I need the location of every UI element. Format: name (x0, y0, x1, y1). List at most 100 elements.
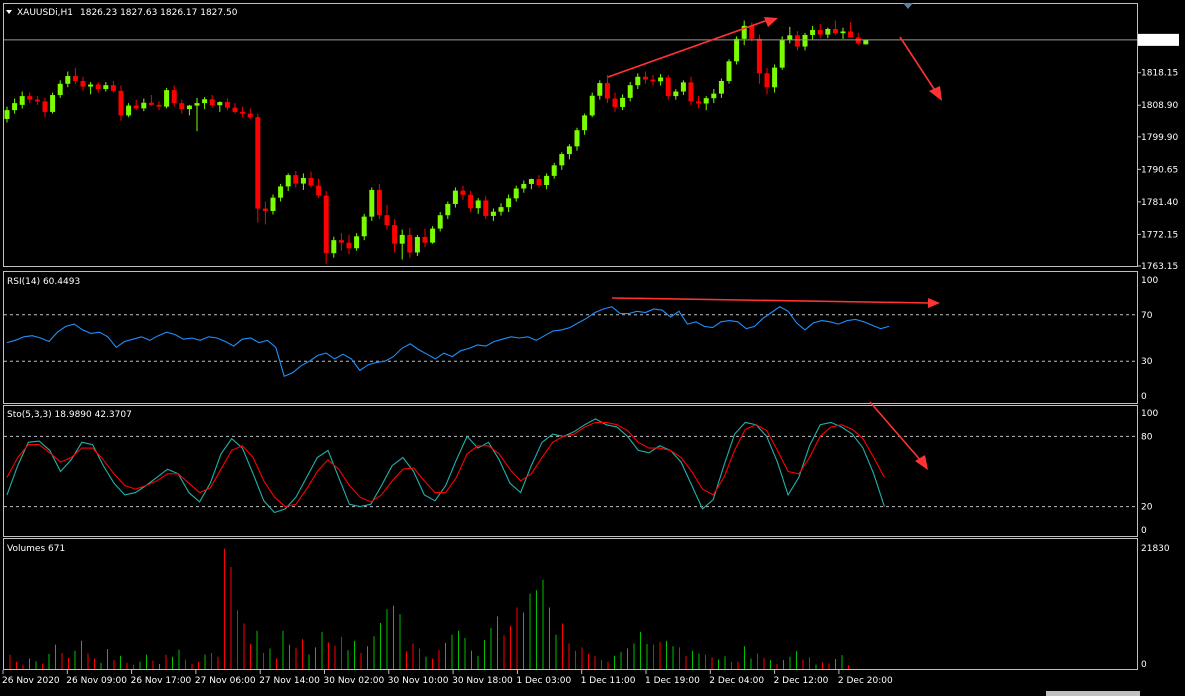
time-tick-label: 26 Nov 2020 (2, 676, 60, 686)
candle-body (72, 76, 78, 81)
candle-body (103, 85, 109, 90)
candle-body (278, 186, 284, 198)
candle-body (445, 203, 451, 216)
price-tick-label: 1808.90 (1141, 101, 1178, 111)
candle-body (88, 84, 94, 87)
stochastic-panel: 100 80 20 0 (4, 409, 1158, 536)
time-tick-label: 1 Dec 11:00 (581, 676, 636, 686)
candle-body (57, 83, 63, 96)
price-tick-label: 1790.65 (1141, 165, 1178, 175)
candle-body (202, 99, 208, 104)
price-tick-label: 1818.15 (1141, 69, 1178, 79)
candle-body (627, 85, 633, 98)
candle-body (528, 179, 534, 184)
chart-shift-marker-icon (903, 3, 913, 9)
candle-body (802, 34, 808, 47)
candle-body (726, 61, 732, 81)
volume-panel-frame (3, 538, 1138, 670)
candle-body (650, 79, 656, 82)
volume-tick-label: 21830 (1141, 544, 1170, 554)
candle-body (612, 98, 618, 107)
candle-body (658, 77, 664, 82)
candle-body (582, 115, 588, 131)
candle-body (817, 30, 823, 35)
candle-body (749, 25, 755, 39)
candle-body (483, 200, 489, 216)
candle-body (855, 37, 861, 44)
candle-body (27, 96, 33, 100)
candle-body (863, 39, 869, 45)
candle-body (262, 208, 268, 212)
indicator-tick-label: 80 (1141, 432, 1153, 442)
candlestick-series (4, 20, 869, 264)
price-panel-frame (3, 3, 1138, 267)
candle-body (513, 188, 519, 199)
candle-body (832, 28, 838, 34)
price-tick-label: 1772.15 (1141, 230, 1178, 240)
candle-body (224, 102, 230, 108)
candle-body (255, 117, 261, 209)
candle-body (354, 236, 360, 249)
candle-body (490, 211, 496, 216)
candle-body (186, 105, 192, 110)
time-tick-label: 2 Dec 04:00 (709, 676, 764, 686)
time-tick-label: 30 Nov 18:00 (452, 676, 513, 686)
candle-body (848, 31, 854, 38)
candle-body (42, 101, 48, 112)
indicator-tick-label: 0 (1141, 392, 1147, 402)
volume-panel: 21830 0 (9, 544, 1170, 670)
candle-body (50, 95, 56, 112)
candle-body (718, 80, 724, 94)
candle-body (179, 103, 185, 110)
candle-body (270, 197, 276, 212)
rsi-divergence-arrow (611, 297, 931, 304)
time-axis: 26 Nov 2020 26 Nov 09:00 26 Nov 17:00 27 No… (2, 670, 893, 686)
candle-body (95, 84, 101, 90)
time-tick-label: 27 Nov 14:00 (259, 676, 320, 686)
time-tick-label: 2 Dec 12:00 (774, 676, 829, 686)
candle-body (680, 82, 686, 92)
horizontal-scrollbar[interactable] (1046, 691, 1140, 696)
candle-body (384, 215, 390, 226)
price-tick-label: 1781.40 (1141, 198, 1178, 208)
time-tick-label: 2 Dec 20:00 (838, 676, 893, 686)
volume-title: Volumes 671 (7, 544, 65, 554)
candle-body (772, 67, 778, 88)
price-tick-label: 1763.15 (1141, 262, 1178, 272)
candle-body (665, 77, 671, 97)
candle-body (437, 215, 443, 229)
candle-body (338, 240, 344, 243)
candle-body (544, 175, 550, 186)
stochastic-main-line (6, 418, 885, 514)
uptrend-arrow-head (764, 17, 778, 27)
candle-body (308, 177, 314, 186)
candle-body (240, 111, 246, 114)
candle-body (171, 90, 177, 104)
indicator-tick-label: 30 (1141, 357, 1153, 367)
candle-body (779, 39, 785, 68)
candle-body (794, 35, 800, 47)
stochastic-title: Sto(5,3,3) 18.9890 42.3707 (7, 410, 132, 420)
rsi-divergence-arrow-head (928, 298, 940, 308)
collapse-triangle-icon[interactable] (6, 10, 12, 14)
candle-body (110, 85, 116, 91)
indicator-tick-label: 100 (1141, 409, 1158, 419)
candle-body (566, 146, 572, 155)
candle-body (80, 80, 86, 87)
candle-body (148, 102, 154, 105)
candle-body (126, 105, 132, 116)
candle-body (825, 28, 831, 35)
candle-body (217, 102, 223, 106)
candle-body (764, 73, 770, 88)
candle-body (734, 38, 740, 62)
candle-body (756, 38, 762, 74)
candle-body (392, 225, 398, 244)
stochastic-down-arrow (869, 401, 923, 463)
symbol-title: XAUUSDi,H1 (17, 8, 73, 18)
candle-body (673, 91, 679, 97)
current-price-box (1138, 33, 1179, 46)
candle-body (422, 237, 428, 243)
candle-body (635, 76, 641, 86)
symbol-ohlc: 1826.23 1827.63 1826.17 1827.50 (80, 8, 238, 18)
